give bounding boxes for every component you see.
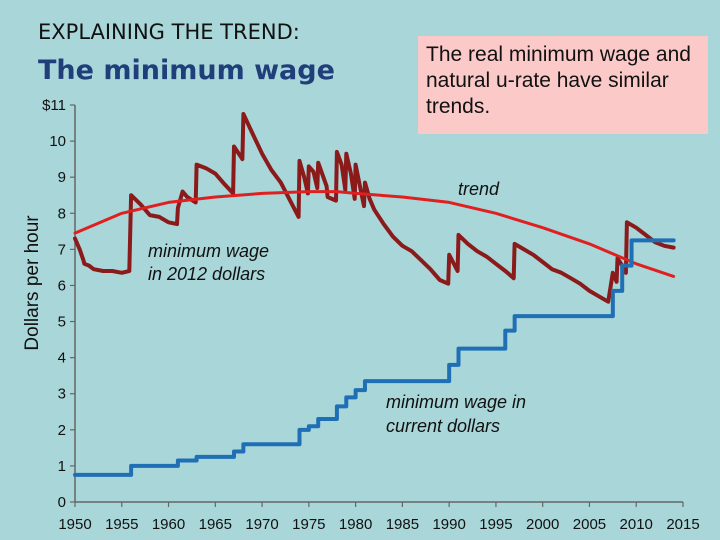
x-tick-label: 1960	[152, 516, 185, 533]
y-tick-label: $11	[42, 97, 66, 114]
x-tick-label: 1955	[105, 516, 138, 533]
slide-kicker: EXPLAINING THE TREND:	[38, 20, 300, 44]
x-tick-label: 2010	[620, 516, 653, 533]
y-axis-label: Dollars per hour	[22, 215, 43, 351]
y-tick-label: 2	[58, 422, 66, 439]
x-tick-label: 1995	[479, 516, 512, 533]
x-tick-label: 1965	[199, 516, 232, 533]
y-tick-label: 8	[58, 205, 66, 222]
x-tick-label: 2000	[526, 516, 559, 533]
trend-annotation: trend	[458, 179, 500, 199]
x-tick-label: 1980	[339, 516, 372, 533]
real-series-annotation-line2: in 2012 dollars	[148, 264, 265, 284]
x-tick-label: 1950	[58, 516, 91, 533]
chart-axes	[74, 105, 683, 503]
x-tick-labels: 1950 1955 1960 1965 1970 1975 1980 1985 1990 1995…	[58, 502, 700, 533]
slide-title: The minimum wage	[38, 55, 335, 86]
x-tick-label: 1985	[386, 516, 419, 533]
x-tick-label: 2015	[666, 516, 699, 533]
nominal-series-annotation-line2: current dollars	[386, 416, 500, 436]
y-tick-label: 5	[58, 314, 66, 331]
y-tick-label: 10	[49, 133, 66, 150]
real-series-annotation-line1: minimum wage	[148, 241, 269, 261]
callout-box: The real minimum wage and natural u-rate…	[418, 36, 708, 134]
x-tick-label: 1975	[292, 516, 325, 533]
nominal-series-annotation-line1: minimum wage in	[386, 392, 526, 412]
series-lines	[73, 112, 676, 477]
y-tick-label: 9	[58, 169, 66, 186]
x-tick-label: 1990	[432, 516, 465, 533]
nominal-series-line	[73, 238, 676, 477]
y-tick-label: 4	[58, 350, 66, 367]
y-tick-label: 0	[58, 494, 66, 511]
y-tick-labels: 0 1 2 3 4 5 6 7 8 9 10 $11	[42, 97, 75, 511]
y-tick-label: 3	[58, 386, 66, 403]
x-tick-label: 1970	[245, 516, 278, 533]
real-series-line	[73, 112, 676, 304]
y-tick-label: 6	[58, 277, 66, 294]
trend-series-line	[73, 190, 676, 278]
y-tick-label: 7	[58, 241, 66, 258]
x-tick-label: 2005	[573, 516, 606, 533]
y-tick-label: 1	[58, 458, 66, 475]
